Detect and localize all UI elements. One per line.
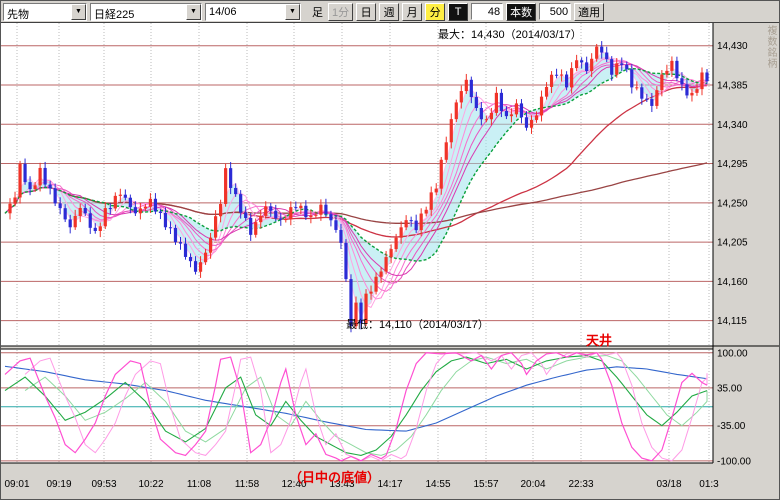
max-price-annotation: 最大：14,430（2014/03/17） (438, 29, 582, 41)
svg-text:03/18: 03/18 (656, 479, 681, 490)
svg-text:-35.00: -35.00 (717, 421, 746, 432)
bar-count-button[interactable]: 本数 (506, 2, 537, 21)
intraday-bottom-annotation: （日中の底値） (289, 470, 381, 485)
period-button-month[interactable]: 月 (402, 2, 423, 21)
svg-text:14,250: 14,250 (717, 198, 748, 209)
bar-type-label: 足 (312, 6, 323, 19)
svg-text:11:58: 11:58 (235, 479, 260, 490)
contract-select-value: 14/06 (209, 5, 237, 18)
interval-input[interactable] (471, 3, 504, 20)
tick-button[interactable]: T (448, 2, 469, 21)
svg-text:01:3: 01:3 (699, 479, 719, 490)
symbol-select-value: 日経225 (94, 8, 135, 20)
apply-button[interactable]: 適用 (574, 2, 605, 21)
svg-text:100.00: 100.00 (717, 348, 748, 359)
svg-text:14,160: 14,160 (717, 277, 748, 288)
svg-text:14:17: 14:17 (377, 479, 402, 490)
svg-text:14,205: 14,205 (717, 238, 748, 249)
period-button-minute[interactable]: 分 (425, 2, 446, 21)
svg-text:13:43: 13:43 (329, 479, 354, 490)
svg-text:35.00: 35.00 (717, 383, 742, 394)
svg-text:14,385: 14,385 (717, 80, 748, 91)
ceiling-annotation: 天井 (586, 333, 613, 348)
period-button-1min[interactable]: 1分 (328, 2, 354, 21)
svg-text:09:53: 09:53 (91, 479, 116, 490)
chart-area[interactable]: 14,430 14,385 14,340 14,295 14,250 14,205 14,1… (1, 23, 780, 500)
period-button-day[interactable]: 日 (356, 2, 377, 21)
instrument-select-value: 先物 (7, 8, 29, 20)
svg-text:20:04: 20:04 (520, 479, 545, 490)
svg-text:09:19: 09:19 (46, 479, 71, 490)
contract-select[interactable]: 14/06 ▼ (205, 2, 301, 21)
svg-text:10:22: 10:22 (138, 479, 163, 490)
chevron-down-icon[interactable]: ▼ (71, 3, 86, 20)
chevron-down-icon[interactable]: ▼ (285, 3, 300, 20)
svg-text:22:33: 22:33 (568, 479, 593, 490)
svg-text:-100.00: -100.00 (717, 456, 751, 467)
candlestick-chart-canvas[interactable]: 14,430 14,385 14,340 14,295 14,250 14,205 14,1… (1, 23, 780, 500)
svg-text:14:55: 14:55 (425, 479, 450, 490)
svg-text:11:08: 11:08 (187, 479, 212, 490)
instrument-select[interactable]: 先物 ▼ (3, 2, 87, 21)
chevron-down-icon[interactable]: ▼ (186, 3, 201, 20)
bar-count-input[interactable] (539, 3, 572, 20)
svg-text:12:40: 12:40 (281, 479, 306, 490)
svg-text:14,430: 14,430 (717, 41, 748, 52)
toolbar: 先物 ▼ 日経225 ▼ 14/06 ▼ 足 1分 日 週 月 分 T 本数 適… (1, 1, 779, 23)
svg-text:15:57: 15:57 (473, 479, 498, 490)
svg-text:09:01: 09:01 (4, 479, 29, 490)
min-price-annotation: 最低：14,110（2014/03/17） (346, 319, 489, 331)
svg-text:14,295: 14,295 (717, 159, 748, 170)
symbol-select[interactable]: 日経225 ▼ (90, 2, 202, 21)
svg-text:14,340: 14,340 (717, 120, 748, 131)
svg-text:14,115: 14,115 (717, 316, 747, 327)
period-button-week[interactable]: 週 (379, 2, 400, 21)
multi-symbol-button[interactable]: 複数銘柄 (765, 25, 776, 69)
